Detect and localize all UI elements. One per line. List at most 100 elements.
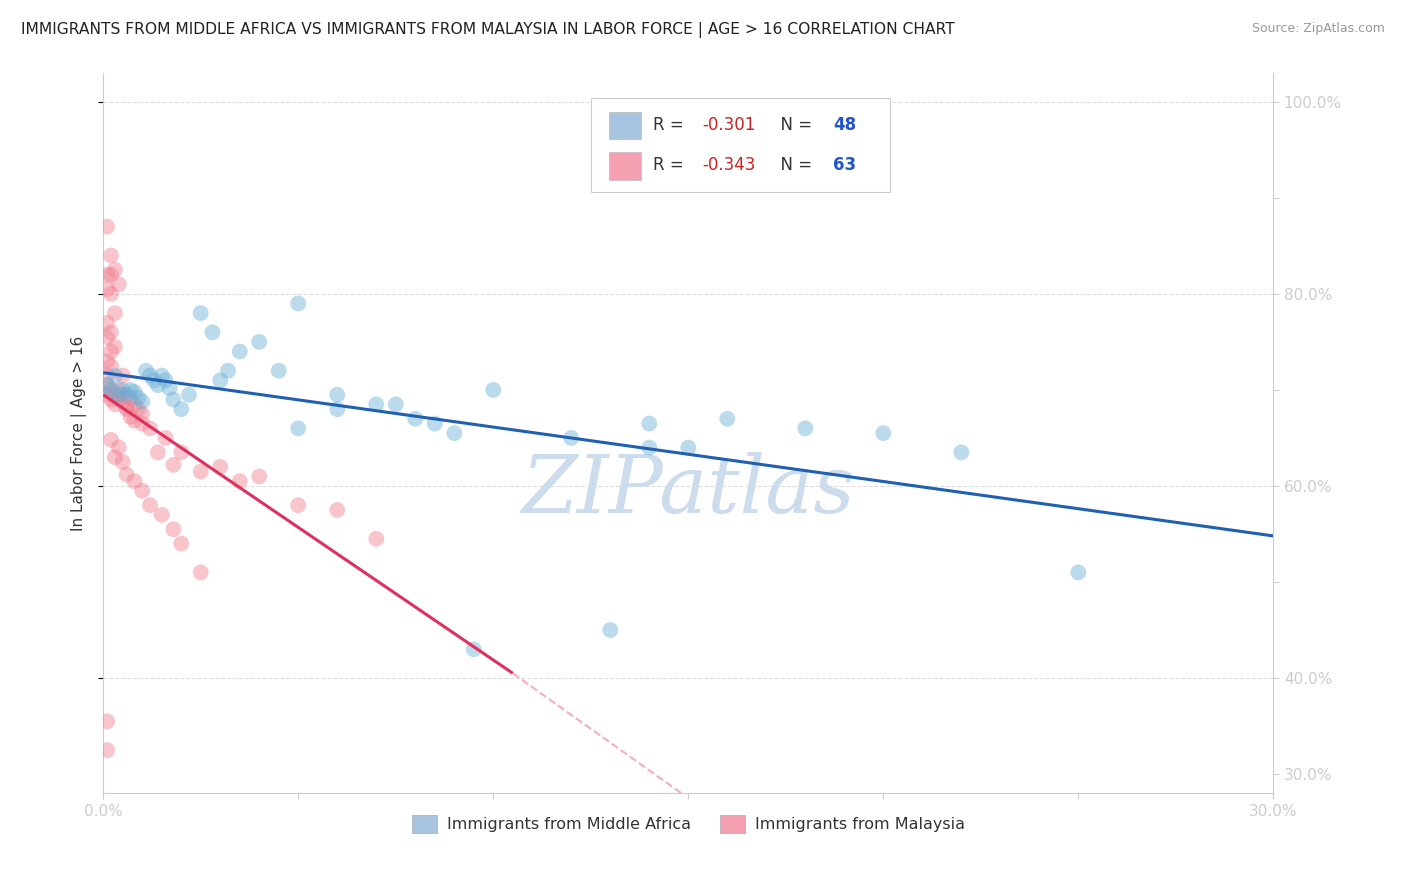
Point [267,364,290,378]
Point [326,503,349,517]
Point [104,340,127,354]
Point [162,458,184,472]
FancyBboxPatch shape [591,98,890,192]
Text: N =: N = [770,156,817,174]
Point [96,378,118,392]
Point [229,474,252,488]
Text: -0.301: -0.301 [703,116,755,134]
Point [104,263,127,277]
Point [96,714,118,729]
Text: -0.343: -0.343 [703,156,755,174]
FancyBboxPatch shape [609,153,641,179]
Text: 48: 48 [834,116,856,134]
Point [108,392,131,407]
Point [104,397,127,411]
Point [124,474,146,488]
Point [155,373,177,387]
Point [678,441,700,455]
Point [162,522,184,536]
Text: IMMIGRANTS FROM MIDDLE AFRICA VS IMMIGRANTS FROM MALAYSIA IN LABOR FORCE | AGE >: IMMIGRANTS FROM MIDDLE AFRICA VS IMMIGRA… [21,22,955,38]
Point [287,421,309,435]
Point [950,445,973,459]
Point [111,394,134,409]
Point [100,248,122,262]
Point [162,392,184,407]
Point [111,368,134,383]
Point [104,368,127,383]
Point [599,623,621,637]
Text: ZIPatlas: ZIPatlas [522,452,855,530]
Point [247,334,270,349]
Point [190,465,212,479]
Point [100,326,122,340]
Point [115,467,138,482]
Point [96,316,118,330]
Point [96,282,118,296]
Point [716,411,738,425]
Point [96,743,118,757]
Point [463,642,485,657]
Point [404,411,426,425]
Point [127,402,149,417]
Point [96,388,118,402]
Point [104,388,127,402]
Point [120,409,142,424]
Point [131,417,153,431]
Point [155,431,177,445]
Point [170,445,193,459]
Point [100,392,122,407]
Point [96,219,118,234]
Point [366,397,388,411]
Point [111,388,134,402]
Point [150,508,173,522]
Point [139,368,162,383]
Point [104,450,127,465]
Point [366,532,388,546]
Point [150,368,173,383]
Point [139,421,162,435]
Text: Source: ZipAtlas.com: Source: ZipAtlas.com [1251,22,1385,36]
Point [482,383,505,397]
Point [190,566,212,580]
Point [443,426,465,441]
Point [217,364,239,378]
Point [96,368,118,383]
Point [638,417,661,431]
Point [177,388,200,402]
Point [96,330,118,344]
Point [111,383,134,397]
Point [560,431,582,445]
Point [146,378,169,392]
Point [135,364,157,378]
Point [108,383,131,397]
Point [96,268,118,282]
Point [872,426,894,441]
Point [384,397,406,411]
Point [115,388,138,402]
Point [423,417,446,431]
Text: R =: R = [654,156,689,174]
Point [104,306,127,320]
Point [131,483,153,498]
Legend: Immigrants from Middle Africa, Immigrants from Malaysia: Immigrants from Middle Africa, Immigrant… [405,808,972,839]
Point [115,401,138,415]
Point [1067,566,1090,580]
Point [131,407,153,421]
Point [124,414,146,428]
Point [100,383,122,397]
Point [201,326,224,340]
Point [170,402,193,417]
Point [120,391,142,405]
Point [326,402,349,417]
Point [108,277,131,292]
FancyBboxPatch shape [609,112,641,139]
Text: R =: R = [654,116,689,134]
Point [131,394,153,409]
Point [108,388,131,402]
Point [96,378,118,392]
Point [146,445,169,459]
Point [159,381,181,395]
Point [794,421,817,435]
Point [100,383,122,397]
Point [124,384,146,399]
